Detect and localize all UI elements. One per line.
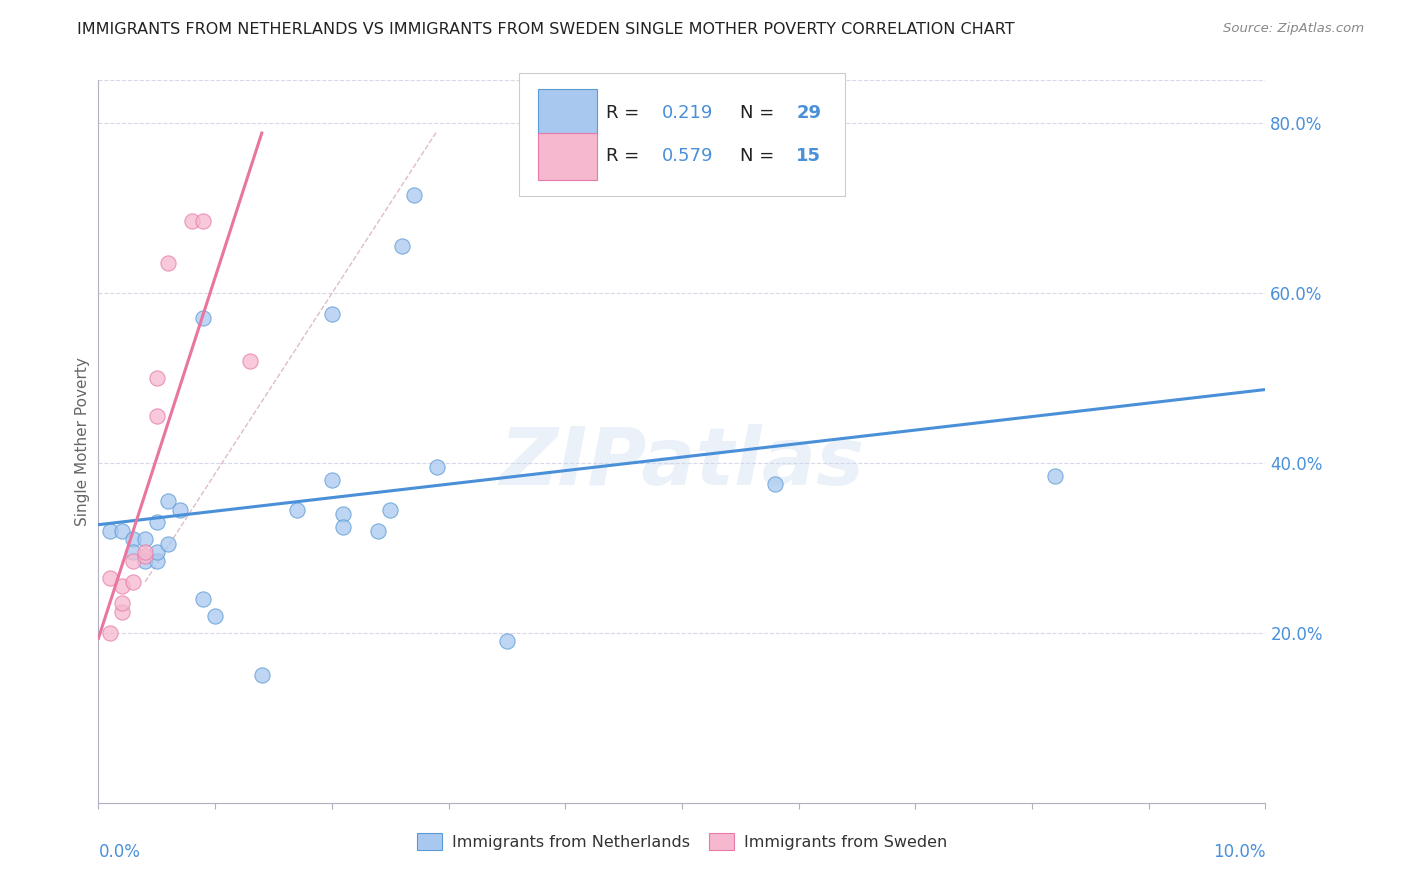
Text: 15: 15 bbox=[796, 147, 821, 165]
Point bbox=[180, 213, 202, 227]
Text: N =: N = bbox=[741, 147, 780, 165]
Legend: Immigrants from Netherlands, Immigrants from Sweden: Immigrants from Netherlands, Immigrants … bbox=[411, 827, 953, 856]
Text: 0.219: 0.219 bbox=[662, 103, 713, 122]
Point bbox=[157, 256, 180, 270]
Point bbox=[111, 524, 134, 538]
Point bbox=[391, 239, 413, 253]
Point bbox=[380, 502, 402, 516]
Text: 0.579: 0.579 bbox=[662, 147, 714, 165]
Point bbox=[763, 477, 786, 491]
Point bbox=[111, 605, 134, 619]
Point bbox=[146, 553, 169, 567]
Text: 10.0%: 10.0% bbox=[1213, 843, 1265, 861]
Text: N =: N = bbox=[741, 103, 780, 122]
Point bbox=[332, 507, 354, 521]
Point bbox=[146, 516, 169, 530]
Point bbox=[193, 591, 215, 606]
Text: ZIPatlas: ZIPatlas bbox=[499, 425, 865, 502]
Point bbox=[285, 502, 308, 516]
Point bbox=[239, 353, 262, 368]
Point bbox=[169, 502, 191, 516]
Point bbox=[426, 460, 449, 475]
Point bbox=[1045, 468, 1067, 483]
Point bbox=[367, 524, 389, 538]
Text: IMMIGRANTS FROM NETHERLANDS VS IMMIGRANTS FROM SWEDEN SINGLE MOTHER POVERTY CORR: IMMIGRANTS FROM NETHERLANDS VS IMMIGRANT… bbox=[77, 22, 1015, 37]
Point bbox=[134, 545, 156, 559]
Point bbox=[146, 409, 169, 423]
Point bbox=[122, 545, 145, 559]
Point bbox=[332, 519, 354, 533]
Point bbox=[146, 371, 169, 385]
Point bbox=[146, 545, 169, 559]
Point bbox=[122, 574, 145, 589]
Point bbox=[250, 668, 273, 682]
Point bbox=[98, 570, 121, 584]
Point bbox=[134, 553, 156, 567]
Point bbox=[321, 473, 343, 487]
Point bbox=[496, 634, 519, 648]
Text: Source: ZipAtlas.com: Source: ZipAtlas.com bbox=[1223, 22, 1364, 36]
Text: R =: R = bbox=[606, 103, 645, 122]
Point bbox=[111, 596, 134, 610]
Point bbox=[204, 608, 226, 623]
Point bbox=[402, 188, 425, 202]
Point bbox=[98, 524, 121, 538]
Point bbox=[122, 533, 145, 547]
Point bbox=[134, 549, 156, 564]
Y-axis label: Single Mother Poverty: Single Mother Poverty bbox=[75, 357, 90, 526]
Point bbox=[157, 494, 180, 508]
Text: 29: 29 bbox=[796, 103, 821, 122]
Text: R =: R = bbox=[606, 147, 645, 165]
Point bbox=[157, 536, 180, 550]
Point bbox=[98, 625, 121, 640]
FancyBboxPatch shape bbox=[538, 89, 596, 136]
FancyBboxPatch shape bbox=[538, 133, 596, 179]
FancyBboxPatch shape bbox=[519, 73, 845, 196]
Point bbox=[193, 213, 215, 227]
Point bbox=[134, 533, 156, 547]
Text: 0.0%: 0.0% bbox=[98, 843, 141, 861]
Point bbox=[193, 311, 215, 326]
Point bbox=[122, 553, 145, 567]
Point bbox=[321, 307, 343, 321]
Point bbox=[111, 579, 134, 593]
